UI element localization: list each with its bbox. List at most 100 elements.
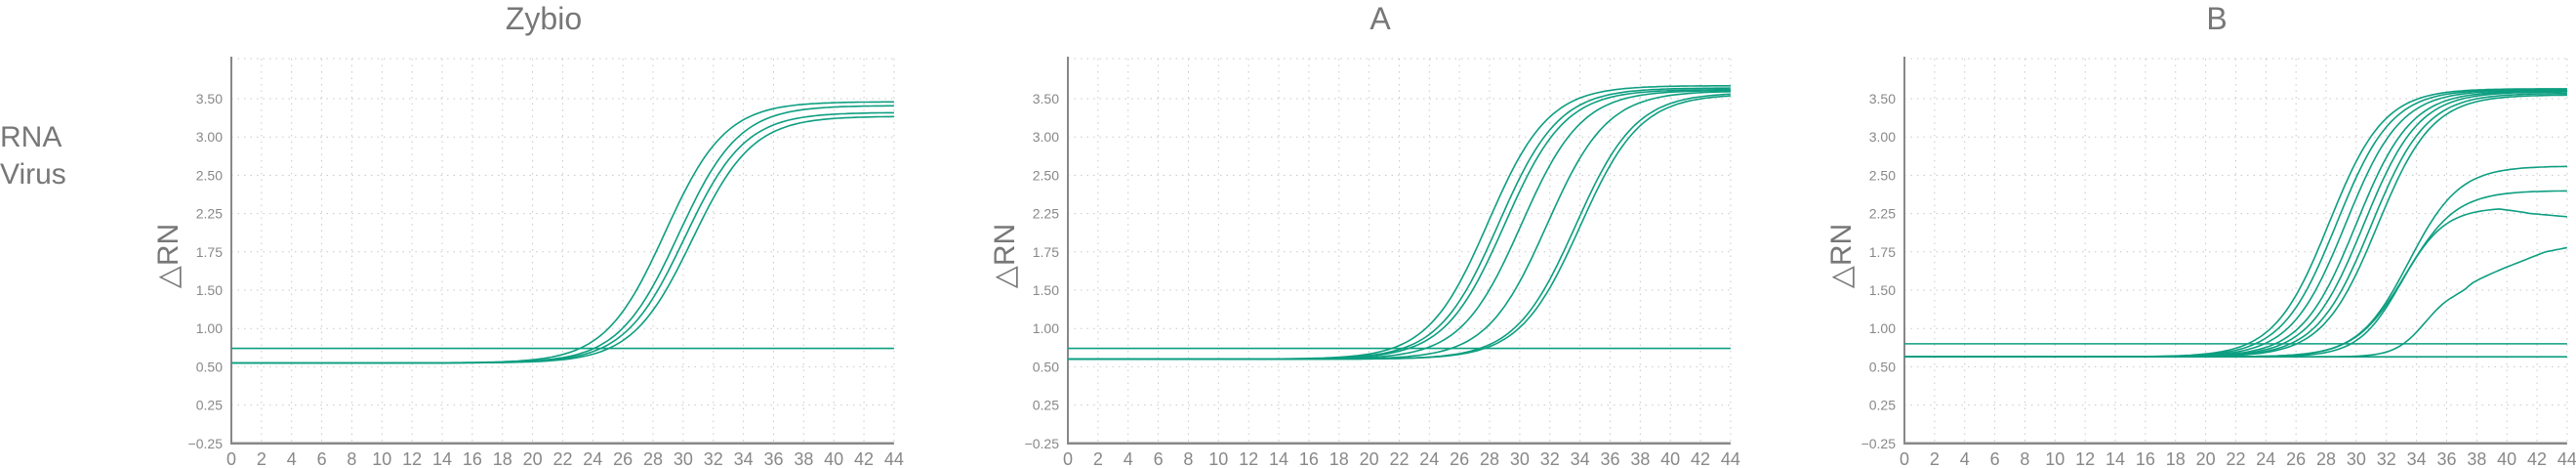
x-tick-label: 34 [1571,449,1590,468]
amplification-curve-sample-11 [1904,246,2568,358]
x-tick-label: 12 [1239,449,1258,468]
y-tick-label: 3.00 [1033,129,1059,145]
x-tick-label: 8 [2020,449,2029,468]
y-tick-label: 1.00 [196,320,223,336]
x-tick-label: 40 [824,449,843,468]
chart-title: Zybio [506,1,582,36]
x-tick-label: 32 [1540,449,1560,468]
x-tick-label: 40 [1660,449,1680,468]
x-tick-label: 38 [1630,449,1650,468]
x-tick-label: 40 [2497,449,2516,468]
x-tick-label: 4 [1960,449,1970,468]
x-tick-label: 44 [1721,449,1740,468]
x-tick-label: 12 [402,449,422,468]
y-tick-label: 1.50 [1033,282,1059,298]
y-tick-label: −0.25 [1861,436,1897,451]
x-tick-label: 6 [1990,449,2000,468]
x-tick-label: 2 [1930,449,1940,468]
x-tick-label: 18 [1329,449,1349,468]
x-tick-label: 42 [2527,449,2547,468]
x-tick-label: 26 [613,449,633,468]
y-tick-label: 3.00 [196,129,223,145]
x-tick-label: 20 [523,449,543,468]
y-tick-label: 2.25 [196,206,223,222]
x-tick-label: 14 [1269,449,1288,468]
x-tick-label: 24 [1419,449,1439,468]
x-tick-label: 36 [763,449,783,468]
x-tick-label: 44 [884,449,904,468]
x-tick-label: 26 [1450,449,1469,468]
x-tick-label: 10 [372,449,391,468]
x-tick-label: 8 [1183,449,1193,468]
x-tick-label: 8 [347,449,356,468]
x-tick-label: 20 [1360,449,1379,468]
x-tick-label: 0 [1063,449,1073,468]
x-tick-label: 44 [2557,449,2576,468]
y-axis-label: △RN [989,224,1021,288]
y-tick-label: 2.25 [1869,206,1896,222]
x-tick-label: 4 [1124,449,1133,468]
x-tick-label: 34 [2407,449,2427,468]
y-tick-label: 2.25 [1033,206,1059,222]
x-tick-label: 6 [317,449,327,468]
x-tick-label: 20 [2196,449,2216,468]
x-tick-label: 24 [2256,449,2275,468]
x-tick-label: 6 [1154,449,1164,468]
x-tick-label: 18 [493,449,512,468]
amplification-curve-sample-3 [1904,89,2567,358]
x-tick-label: 28 [2316,449,2336,468]
y-tick-label: 1.75 [1869,244,1896,260]
amplification-curve-sample-2 [231,105,894,364]
amplification-curve-sample-1 [231,101,894,364]
x-tick-label: 14 [2106,449,2125,468]
y-axis-label: △RN [1825,224,1858,288]
y-tick-label: 1.00 [1869,320,1896,336]
x-tick-label: 34 [734,449,754,468]
x-tick-label: 30 [2347,449,2366,468]
x-tick-label: 30 [1510,449,1530,468]
x-tick-label: 30 [674,449,693,468]
y-tick-label: 1.75 [196,244,223,260]
x-tick-label: 32 [704,449,723,468]
y-tick-label: 3.00 [1869,129,1896,145]
row-label-line2: Virus [0,158,66,191]
chart-b: B △RN 3.50 3.00 2.50 2.25 1.75 1.50 1.00 0.50 0.25… [1825,1,2576,468]
x-tick-label: 16 [463,449,482,468]
x-tick-label: 42 [854,449,874,468]
x-tick-label: 22 [2226,449,2245,468]
x-tick-label: 42 [1691,449,1710,468]
x-tick-label: 32 [2377,449,2396,468]
x-tick-label: 4 [287,449,297,468]
x-tick-label: 24 [583,449,602,468]
y-tick-label: 0.50 [1033,359,1059,374]
x-tick-label: 10 [2045,449,2065,468]
y-tick-label: 1.50 [196,282,223,298]
x-tick-label: 36 [2436,449,2456,468]
x-tick-label: 0 [226,449,236,468]
y-tick-label: −0.25 [1025,436,1060,451]
x-tick-label: 36 [1600,449,1619,468]
y-tick-label: 1.00 [1033,320,1059,336]
y-tick-label: 0.50 [196,359,223,374]
x-tick-label: 0 [1900,449,1909,468]
amplification-curve-sample-7 [1904,94,2567,358]
amplification-curve-sample-1 [1068,85,1731,361]
x-tick-label: 16 [2136,449,2155,468]
chart-a: A △RN 3.50 3.00 2.50 2.25 1.75 1.50 1.00 0.50 0.25… [989,1,1740,468]
y-tick-label: 1.75 [1033,244,1059,260]
y-tick-label: 0.25 [196,398,223,413]
y-tick-label: 3.50 [1869,91,1896,106]
x-tick-label: 22 [552,449,572,468]
amplification-curve-sample-4 [231,115,894,364]
y-tick-label: 2.50 [196,167,223,183]
x-tick-label: 16 [1299,449,1319,468]
chart-title: A [1370,1,1391,36]
x-tick-label: 28 [643,449,663,468]
y-axis-label: △RN [152,224,184,288]
chart-zybio: Zybio △RN 3.50 3.00 2.50 2.25 1.75 1.50 1.00 0.50… [152,1,904,468]
x-tick-label: 22 [1389,449,1409,468]
x-tick-label: 2 [1093,449,1103,468]
amplification-curve-sample-7 [1068,95,1731,361]
x-tick-label: 28 [1480,449,1499,468]
